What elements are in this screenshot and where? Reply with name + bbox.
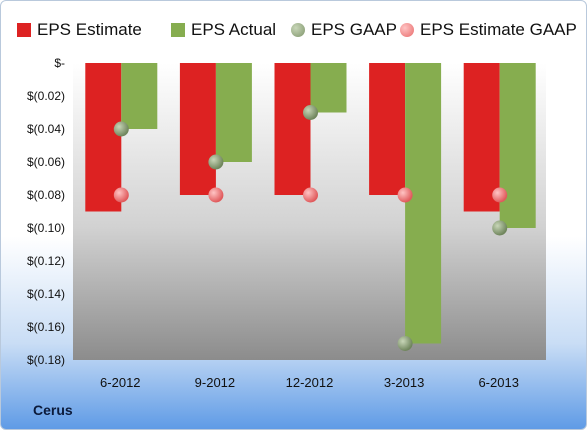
bar-eps-estimate bbox=[369, 63, 406, 195]
bar-eps-estimate bbox=[85, 63, 122, 212]
chart-legend: EPS Estimate EPS Actual EPS GAAP EPS Est… bbox=[1, 18, 586, 42]
x-tick-label: 6-2012 bbox=[100, 375, 140, 390]
legend-label-eps-gaap: EPS GAAP bbox=[311, 20, 397, 39]
y-tick-label: $- bbox=[54, 56, 65, 70]
y-tick-label: $(0.06) bbox=[27, 155, 65, 169]
legend-label-eps-estimate-gaap: EPS Estimate GAAP bbox=[420, 20, 577, 39]
x-tick-label: 3-2013 bbox=[384, 375, 424, 390]
legend-swatch-eps-actual bbox=[171, 23, 185, 37]
marker-eps-estimate-gaap bbox=[113, 187, 129, 203]
x-tick-label: 6-2013 bbox=[478, 375, 518, 390]
legend-swatch-eps-estimate bbox=[17, 23, 31, 37]
y-tick-label: $(0.04) bbox=[27, 122, 65, 136]
y-tick-label: $(0.14) bbox=[27, 287, 65, 301]
marker-eps-gaap bbox=[208, 154, 224, 170]
y-tick-label: $(0.18) bbox=[27, 353, 65, 367]
y-tick-label: $(0.10) bbox=[27, 221, 65, 235]
legend-label-eps-actual: EPS Actual bbox=[191, 20, 277, 39]
y-tick-label: $(0.12) bbox=[27, 254, 65, 268]
bar-eps-actual bbox=[405, 63, 442, 344]
marker-eps-gaap bbox=[113, 121, 129, 137]
y-tick-label: $(0.16) bbox=[27, 320, 65, 334]
marker-eps-estimate-gaap bbox=[303, 187, 318, 203]
legend-marker-eps-estimate-gaap bbox=[400, 23, 414, 37]
marker-eps-gaap bbox=[397, 336, 413, 351]
x-axis: 6-2012 9-2012 12-2012 3-2013 6-2013 bbox=[100, 375, 519, 390]
marker-eps-gaap bbox=[492, 220, 508, 236]
bar-eps-estimate bbox=[463, 63, 500, 212]
legend-item-eps-gaap: EPS GAAP bbox=[291, 18, 397, 42]
marker-series bbox=[113, 105, 508, 351]
legend-label-eps-estimate: EPS Estimate bbox=[37, 20, 142, 39]
x-tick-label: 12-2012 bbox=[286, 375, 334, 390]
bar-eps-estimate bbox=[179, 63, 216, 195]
marker-eps-estimate-gaap bbox=[492, 187, 508, 203]
legend-item-eps-actual: EPS Actual bbox=[171, 18, 276, 42]
legend-item-eps-estimate: EPS Estimate bbox=[17, 18, 142, 42]
bar-eps-actual bbox=[499, 63, 536, 228]
y-axis: $- $(0.02) $(0.04) $(0.06) $(0.08) $(0.10) $(0… bbox=[27, 56, 65, 367]
y-tick-label: $(0.02) bbox=[27, 89, 65, 103]
bar-eps-actual bbox=[310, 63, 347, 113]
y-tick-label: $(0.08) bbox=[27, 188, 65, 202]
marker-eps-estimate-gaap bbox=[397, 187, 413, 203]
x-tick-label: 9-2012 bbox=[195, 375, 235, 390]
bar-eps-estimate bbox=[274, 63, 311, 195]
marker-eps-gaap bbox=[303, 105, 318, 120]
legend-marker-eps-gaap bbox=[291, 23, 305, 37]
bar-eps-actual bbox=[215, 63, 252, 162]
legend-item-eps-estimate-gaap: EPS Estimate GAAP bbox=[400, 18, 577, 42]
marker-eps-estimate-gaap bbox=[208, 187, 224, 203]
company-label: Cerus bbox=[33, 402, 73, 418]
bar-eps-actual bbox=[121, 63, 158, 129]
bar-series bbox=[85, 63, 536, 344]
